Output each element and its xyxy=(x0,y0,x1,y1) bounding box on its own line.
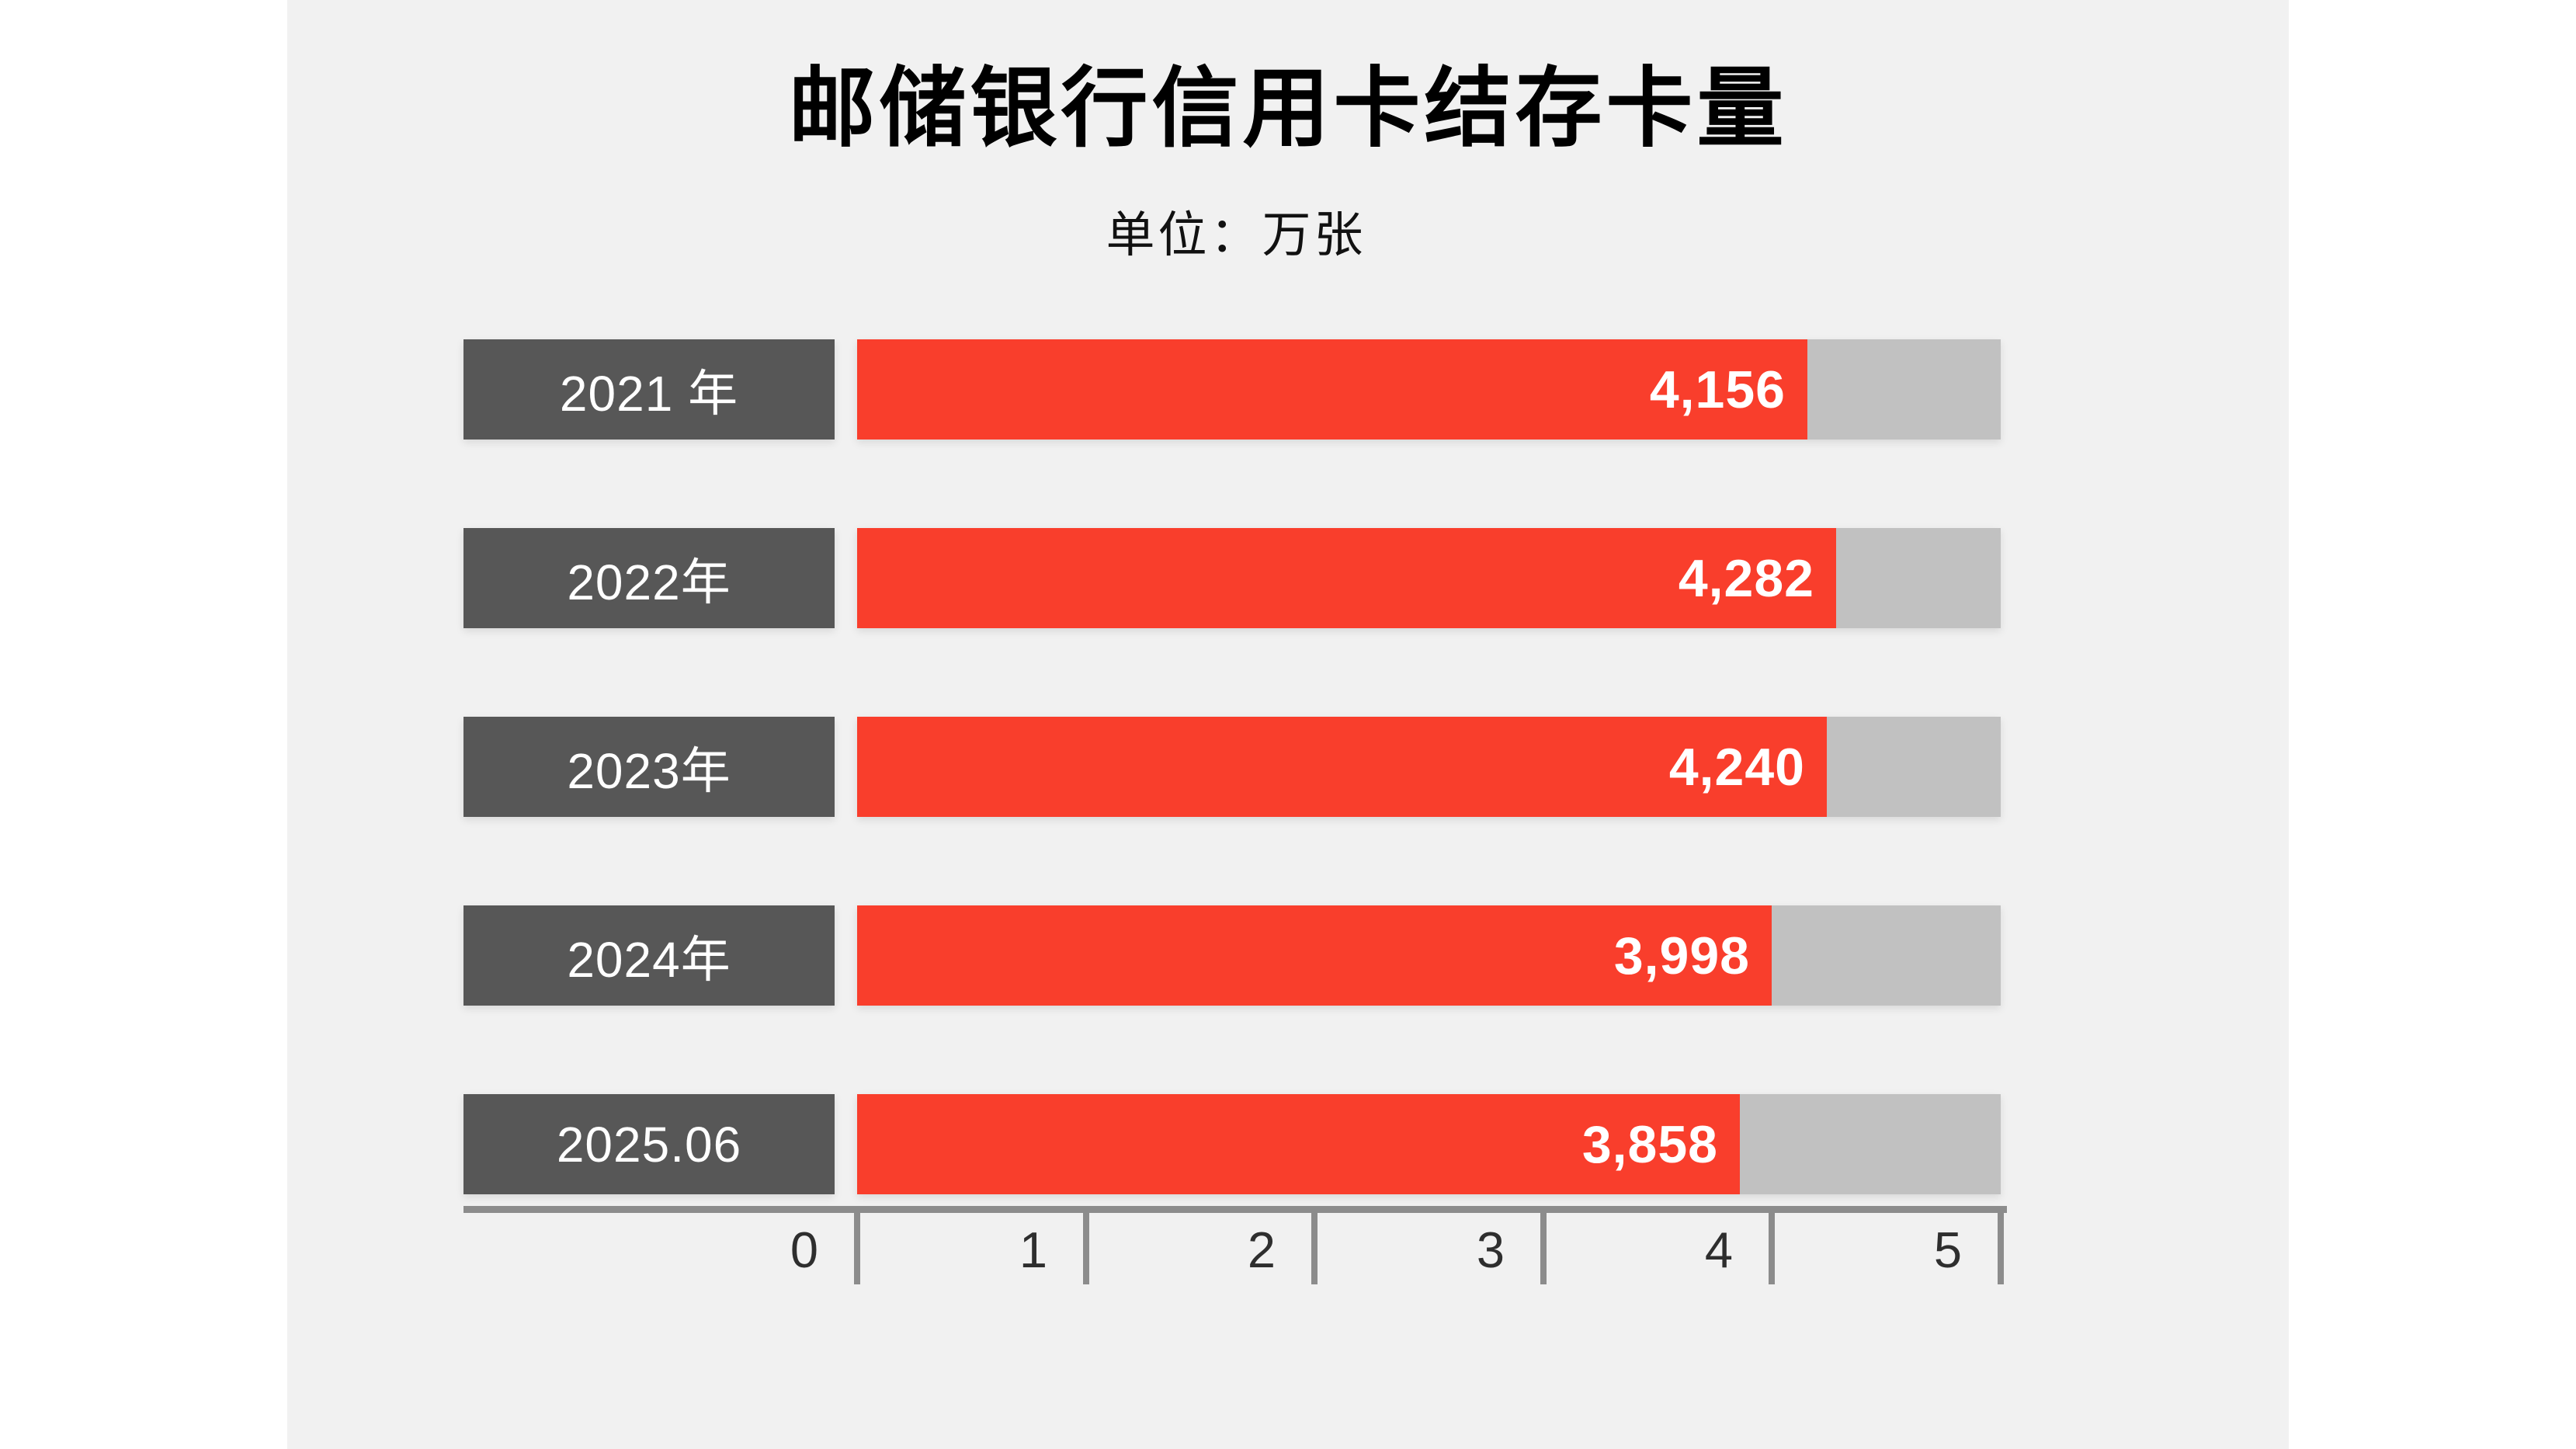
bar-row: 2021 年 4,156 xyxy=(287,339,2289,440)
category-label: 2025.06 xyxy=(556,1116,742,1173)
category-label-box: 2024年 xyxy=(463,905,835,1006)
category-label: 2022年 xyxy=(567,554,731,610)
x-axis-tick-label: 5 xyxy=(1933,1221,1962,1278)
x-axis-tick xyxy=(1540,1206,1547,1284)
category-label-box: 2023年 xyxy=(463,717,835,817)
x-axis-tick xyxy=(854,1206,860,1284)
category-label: 2024年 xyxy=(567,931,731,988)
bar-value-label: 3,998 xyxy=(1613,926,1750,985)
bar-row: 2025.06 3,858 xyxy=(287,1094,2289,1194)
category-label-box: 2022年 xyxy=(463,528,835,628)
bar-fill: 4,156 xyxy=(857,339,1807,440)
bar-track: 3,998 xyxy=(857,905,2001,1006)
category-label: 2023年 xyxy=(567,742,731,799)
bar-fill: 4,282 xyxy=(857,528,1836,628)
x-axis-tick-label: 3 xyxy=(1476,1221,1505,1278)
chart-title: 邮储银行信用卡结存卡量 xyxy=(788,60,1788,157)
bar-track: 3,858 xyxy=(857,1094,2001,1194)
bar-value-label: 4,240 xyxy=(1668,737,1805,797)
x-axis-tick xyxy=(1998,1206,2004,1284)
chart-unit-label: 单位：万张 xyxy=(1106,208,1366,262)
bar-track: 4,240 xyxy=(857,717,2001,817)
bar-value-label: 4,156 xyxy=(1649,360,1786,419)
bar-row: 2024年 3,998 xyxy=(287,905,2289,1006)
bar-fill: 4,240 xyxy=(857,717,1827,817)
x-axis-tick-label: 2 xyxy=(1247,1221,1276,1278)
x-axis-tick xyxy=(1769,1206,1775,1284)
bar-fill: 3,998 xyxy=(857,905,1772,1006)
bar-row: 2022年 4,282 xyxy=(287,528,2289,628)
bar-row: 2023年 4,240 xyxy=(287,717,2289,817)
category-label-box: 2025.06 xyxy=(463,1094,835,1194)
bar-fill: 3,858 xyxy=(857,1094,1740,1194)
bar-value-label: 4,282 xyxy=(1678,548,1814,608)
x-axis-tick xyxy=(1083,1206,1089,1284)
x-axis-tick xyxy=(1311,1206,1318,1284)
category-label: 2021 年 xyxy=(559,365,739,422)
x-axis-tick-label: 0 xyxy=(790,1221,818,1278)
x-axis-line xyxy=(463,1206,2007,1213)
chart-panel: 邮储银行信用卡结存卡量 单位：万张 2021 年 4,156 2022年 4,282 2… xyxy=(287,0,2289,1449)
category-label-box: 2021 年 xyxy=(463,339,835,440)
bar-value-label: 3,858 xyxy=(1581,1114,1718,1174)
x-axis-tick-label: 4 xyxy=(1704,1221,1733,1278)
bar-track: 4,156 xyxy=(857,339,2001,440)
x-axis-tick-label: 1 xyxy=(1019,1221,1047,1278)
bar-track: 4,282 xyxy=(857,528,2001,628)
